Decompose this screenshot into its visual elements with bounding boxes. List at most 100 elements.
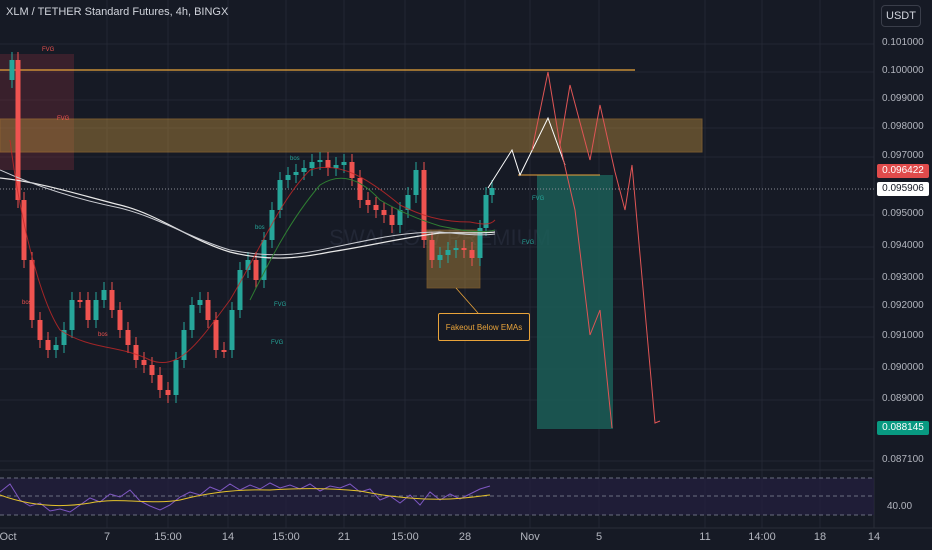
ema-line-1 xyxy=(0,177,496,259)
candle-body xyxy=(69,300,75,330)
candle-body xyxy=(157,375,163,390)
ema-line-3 xyxy=(9,139,496,363)
time-label: 11 xyxy=(699,531,711,543)
candle-body xyxy=(421,170,427,240)
projection-red-2 xyxy=(559,144,613,429)
fvg-label: FVG xyxy=(271,340,284,346)
rsi-ma-line xyxy=(0,488,491,507)
candle-body xyxy=(413,170,419,195)
candle-body xyxy=(445,250,451,255)
bos-label: bos xyxy=(255,225,265,231)
fvg-label: FVG xyxy=(522,240,535,246)
price-label: 0.093000 xyxy=(882,272,924,283)
price-label: 0.092000 xyxy=(882,300,924,311)
time-label: 21 xyxy=(337,531,351,543)
candle-body xyxy=(165,390,171,395)
price-label: 0.101000 xyxy=(882,37,924,48)
candle-body xyxy=(101,290,107,300)
candle-body xyxy=(133,345,139,360)
target-zone[interactable] xyxy=(537,175,613,429)
candle-body xyxy=(437,255,443,260)
candle-body xyxy=(477,228,483,258)
price-label: 0.090000 xyxy=(882,362,924,373)
price-label: 0.097000 xyxy=(882,150,924,161)
fakeout-box xyxy=(426,229,481,289)
price-label: 0.100000 xyxy=(882,65,924,76)
crosshair-price-tag: 0.095906 xyxy=(877,182,929,196)
candle-body xyxy=(253,260,259,280)
candle-body xyxy=(15,60,21,200)
candle-body xyxy=(109,290,115,310)
candle-body xyxy=(37,320,43,340)
candle-body xyxy=(149,365,155,375)
candle-body xyxy=(53,345,59,350)
time-label: Oct xyxy=(0,531,17,543)
candle-body xyxy=(21,200,27,260)
time-label: 5 xyxy=(595,531,603,543)
candle-body xyxy=(221,350,227,352)
candle-body xyxy=(213,320,219,350)
time-label: 14 xyxy=(221,531,235,543)
target-price-tag: 0.088145 xyxy=(877,421,929,435)
candle-body xyxy=(373,205,379,210)
fvg-label: FVG xyxy=(42,47,55,53)
time-label: 7 xyxy=(103,531,111,543)
candle-body xyxy=(389,215,395,225)
candle-body xyxy=(197,300,203,305)
time-label: 18 xyxy=(813,531,827,543)
time-label: 15:00 xyxy=(391,531,419,543)
candle-body xyxy=(277,180,283,210)
candle-body xyxy=(325,160,331,168)
candle-body xyxy=(333,165,339,168)
candle-body xyxy=(341,162,347,165)
candle-body xyxy=(317,160,323,162)
candle-body xyxy=(173,360,179,395)
candle-body xyxy=(405,195,411,210)
candle-body xyxy=(261,240,267,280)
candle-body xyxy=(309,162,315,168)
candle-body xyxy=(285,175,291,180)
price-label: 0.099000 xyxy=(882,93,924,104)
candle-body xyxy=(9,60,15,80)
candle-body xyxy=(229,310,235,350)
projection-white xyxy=(487,116,566,189)
bos-label: bos xyxy=(290,156,300,162)
time-label: 28 xyxy=(458,531,472,543)
current-price-tag: 0.096422 xyxy=(877,164,929,178)
rsi-axis-label: 40.00 xyxy=(887,501,913,512)
candle-body xyxy=(349,162,355,178)
candle-body xyxy=(453,248,459,250)
time-label: 15:00 xyxy=(154,531,182,543)
time-label: 14:00 xyxy=(748,531,776,543)
fvg-label: FVG xyxy=(57,116,70,122)
grid xyxy=(0,0,874,528)
candle-body xyxy=(293,172,299,175)
candle-body xyxy=(205,300,211,320)
candle-body xyxy=(93,300,99,320)
price-label: 0.095000 xyxy=(882,208,924,219)
candle-body xyxy=(85,300,91,320)
candle-body xyxy=(181,330,187,360)
callout-pointer xyxy=(455,287,479,314)
fakeout-callout[interactable]: Fakeout Below EMAs xyxy=(438,313,530,341)
ema-line-4 xyxy=(249,177,496,301)
candle-body xyxy=(381,210,387,215)
candlesticks xyxy=(9,52,495,403)
chart-title: XLM / TETHER Standard Futures, 4h, BINGX xyxy=(6,6,229,18)
currency-button[interactable]: USDT xyxy=(881,5,921,27)
candle-body xyxy=(301,168,307,172)
price-label: 0.098000 xyxy=(882,121,924,132)
resistance-zone[interactable] xyxy=(0,118,703,153)
bos-label: bos xyxy=(22,300,32,306)
time-label: 14 xyxy=(867,531,881,543)
candle-body xyxy=(429,240,435,260)
ema-line-2 xyxy=(0,169,496,256)
time-label: Nov xyxy=(520,531,540,543)
candle-body xyxy=(189,305,195,330)
price-label: 0.091000 xyxy=(882,330,924,341)
candle-body xyxy=(483,195,489,228)
candle-body xyxy=(237,270,243,310)
candle-body xyxy=(117,310,123,330)
price-label: 0.094000 xyxy=(882,240,924,251)
